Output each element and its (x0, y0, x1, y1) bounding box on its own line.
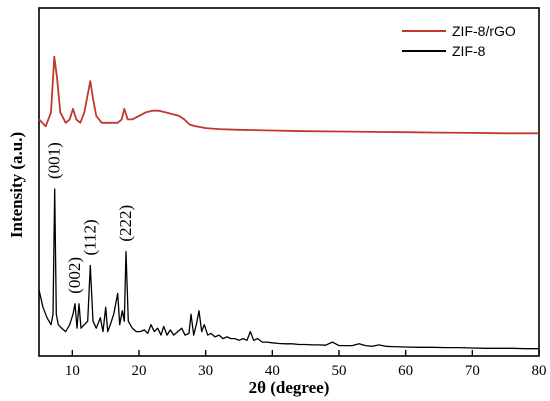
x-axis-ticks: 10 20 30 40 50 60 70 80 (65, 350, 547, 379)
x-tick-label: 80 (532, 363, 547, 379)
x-tick-label: 40 (265, 363, 280, 379)
series-line-zif8 (38, 188, 539, 350)
peak-label: (222) (116, 205, 135, 242)
x-tick-label: 20 (132, 363, 147, 379)
plot-frame (38, 7, 540, 357)
x-tick-label: 50 (332, 363, 347, 379)
peak-label: (112) (80, 219, 99, 255)
series-line-zif8-rgo (38, 55, 539, 135)
x-tick-label: 60 (398, 363, 413, 379)
series-layer (38, 55, 539, 350)
x-axis-title: 2θ (degree) (249, 378, 330, 397)
y-axis-title: Intensity (a.u.) (7, 132, 26, 238)
legend-label-zif8: ZIF-8 (452, 43, 486, 59)
x-tick-label: 70 (465, 363, 480, 379)
legend-label-zif8-rgo: ZIF-8/rGO (452, 23, 516, 39)
peak-label: (001) (45, 142, 64, 179)
legend: ZIF-8/rGO ZIF-8 (402, 23, 516, 59)
x-tick-label: 10 (65, 363, 80, 379)
peak-label: (002) (65, 257, 84, 294)
x-tick-label: 30 (198, 363, 213, 379)
peak-annotations: (001) (002) (112) (222) (45, 142, 135, 294)
